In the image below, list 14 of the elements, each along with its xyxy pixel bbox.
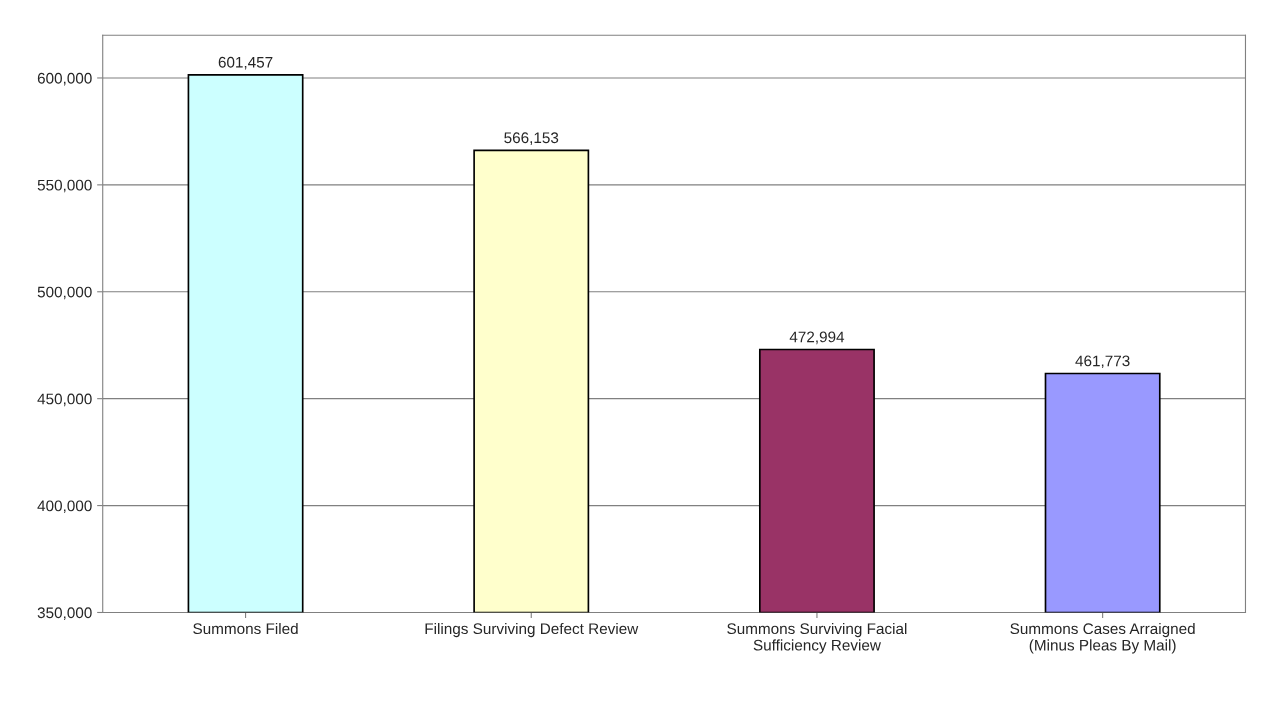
- x-tick-label: Summons Surviving Facial Sufficiency Review: [727, 622, 907, 654]
- x-tick-label: Summons Filed: [193, 622, 298, 635]
- data-label: 461,773: [1075, 355, 1130, 369]
- y-tick-label: 500,000: [37, 286, 92, 300]
- y-tick-label: 600,000: [37, 72, 92, 86]
- data-label: 566,153: [504, 132, 559, 145]
- data-label: 472,994: [789, 331, 845, 345]
- y-tick-label: 400,000: [37, 500, 92, 514]
- x-tick-label: Summons Cases Arraigned (Minus Pleas By Mail): [1010, 622, 1195, 654]
- y-tick-label: 550,000: [37, 179, 92, 193]
- y-tick-label: 350,000: [37, 607, 92, 620]
- y-tick-label: 450,000: [37, 393, 92, 407]
- x-tick-label: Filings Surviving Defect Review: [425, 622, 639, 638]
- data-label: 601,457: [218, 56, 273, 70]
